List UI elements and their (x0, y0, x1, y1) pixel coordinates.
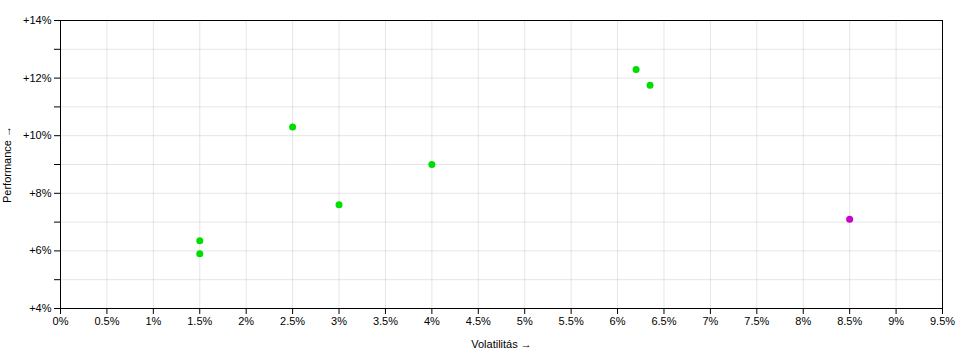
svg-text:7%: 7% (702, 315, 718, 327)
svg-text:8%: 8% (795, 315, 811, 327)
svg-text:6.5%: 6.5% (651, 315, 676, 327)
svg-text:3%: 3% (331, 315, 347, 327)
svg-text:0.5%: 0.5% (94, 315, 119, 327)
svg-text:9%: 9% (888, 315, 904, 327)
svg-text:1.5%: 1.5% (187, 315, 212, 327)
svg-text:6%: 6% (610, 315, 626, 327)
svg-text:+10%: +10% (23, 129, 52, 141)
svg-text:+6%: +6% (29, 244, 52, 256)
svg-text:1%: 1% (145, 315, 161, 327)
svg-text:+4%: +4% (29, 302, 52, 314)
svg-text:Performance →: Performance → (1, 126, 13, 203)
svg-text:9.5%: 9.5% (930, 315, 955, 327)
svg-text:3.5%: 3.5% (373, 315, 398, 327)
svg-text:4.5%: 4.5% (466, 315, 491, 327)
svg-text:7.5%: 7.5% (744, 315, 769, 327)
svg-text:0%: 0% (53, 315, 69, 327)
svg-text:5.5%: 5.5% (559, 315, 584, 327)
svg-text:4%: 4% (424, 315, 440, 327)
svg-text:5%: 5% (517, 315, 533, 327)
svg-text:+8%: +8% (29, 187, 52, 199)
svg-text:+12%: +12% (23, 72, 52, 84)
svg-text:+14%: +14% (23, 14, 52, 26)
svg-text:2%: 2% (238, 315, 254, 327)
svg-text:2.5%: 2.5% (280, 315, 305, 327)
svg-text:Volatilitás →: Volatilitás → (471, 338, 532, 350)
svg-text:8.5%: 8.5% (837, 315, 862, 327)
